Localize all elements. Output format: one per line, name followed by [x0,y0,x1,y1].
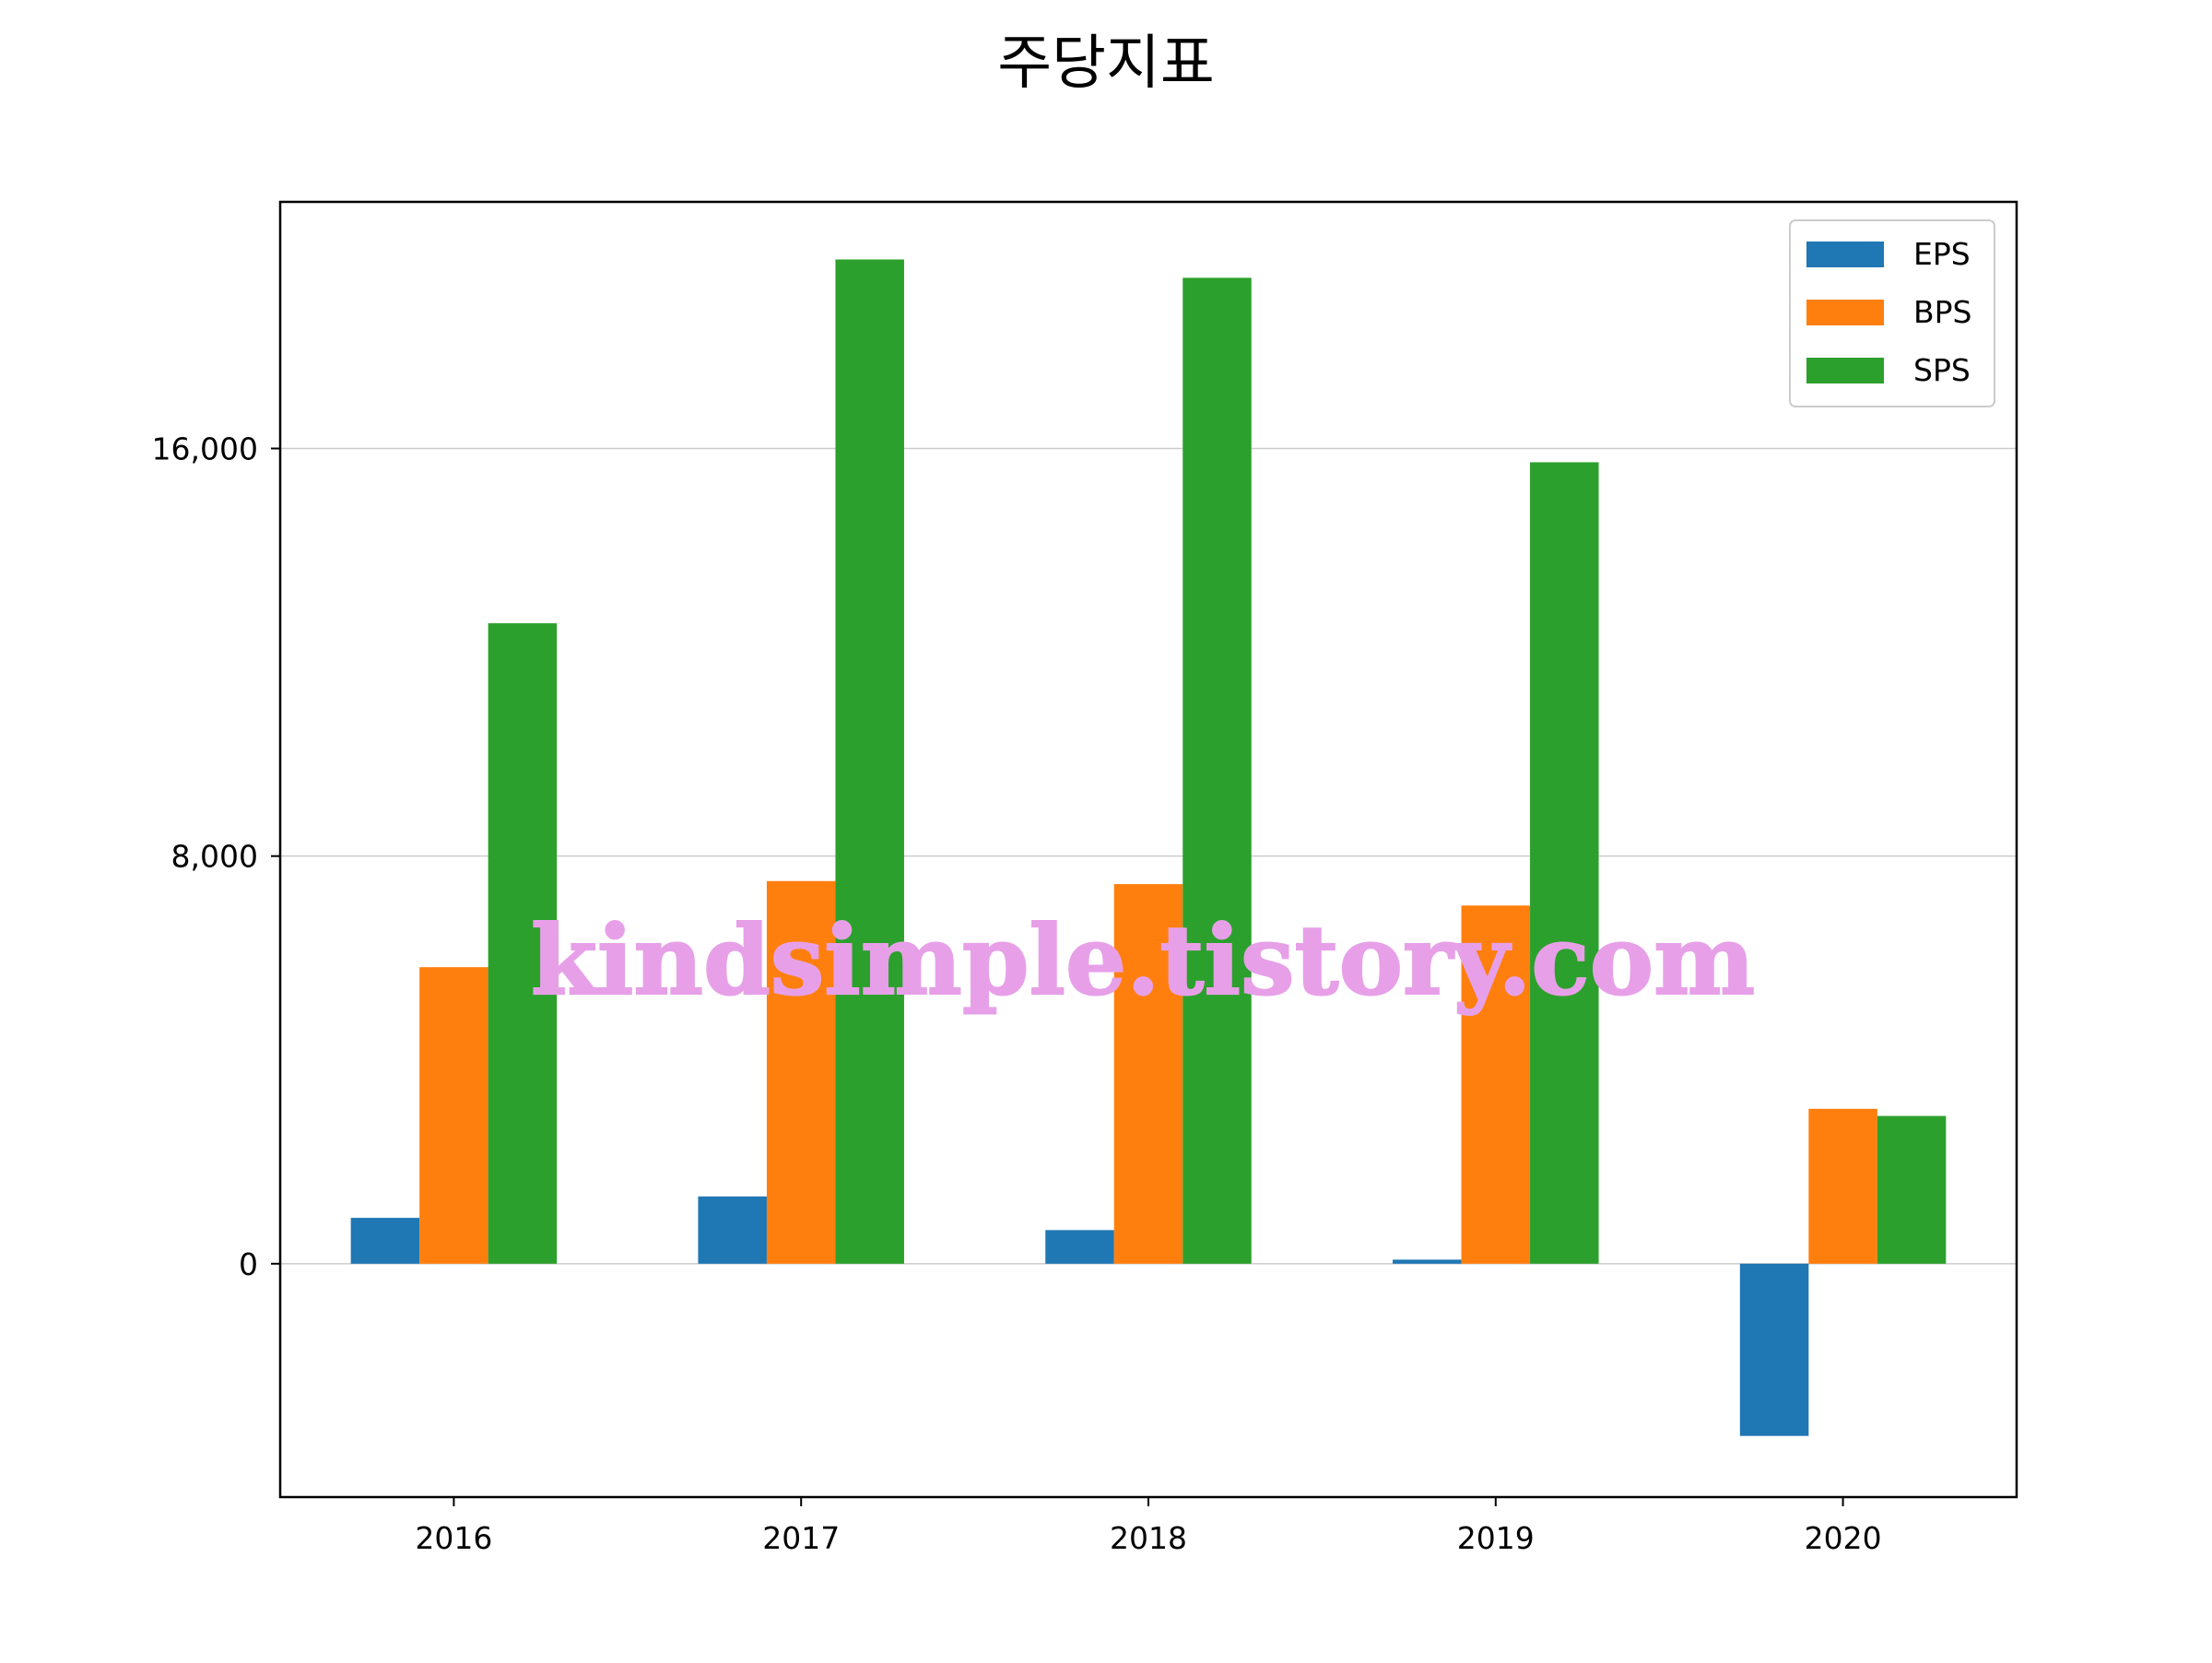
bar-sps [1877,1115,1947,1264]
legend-label: SPS [1913,352,1971,388]
bar-bps [1808,1108,1877,1264]
bar-eps [1045,1230,1114,1264]
legend-swatch [1806,242,1884,267]
bar-eps [1739,1263,1809,1436]
bars [350,259,1947,1436]
bar-bps [419,967,488,1264]
y-tick-label: 0 [239,1246,258,1282]
bar-eps [698,1196,767,1264]
y-tick-label: 16,000 [152,431,258,467]
axis-ticks: 0 8,000 16,000 2016 2017 2018 2019 2020 [152,431,1882,1556]
x-tick-label: 2016 [415,1520,492,1556]
bar-sps [1182,277,1252,1264]
bar-sps [488,623,558,1264]
bar-sps [835,259,904,1264]
bar-bps [766,880,836,1264]
bar-eps [1393,1259,1462,1264]
legend-label: BPS [1913,294,1972,330]
x-tick-label: 2018 [1110,1520,1187,1556]
legend-swatch [1806,300,1884,325]
bar-bps [1461,905,1531,1264]
x-tick-label: 2019 [1457,1520,1535,1556]
bar-bps [1113,884,1183,1264]
bar-eps [350,1218,420,1264]
bar-sps [1530,462,1599,1264]
x-tick-label: 2020 [1805,1520,1882,1556]
chart-title: 주당지표 [997,29,1215,98]
legend: EPS BPS SPS [1789,219,1995,407]
legend-label: EPS [1913,236,1971,272]
y-tick-label: 8,000 [171,839,258,875]
legend-swatch [1806,358,1884,383]
x-tick-label: 2017 [762,1520,840,1556]
watermark-text: kindsimple.tistory.com [531,903,1755,1017]
